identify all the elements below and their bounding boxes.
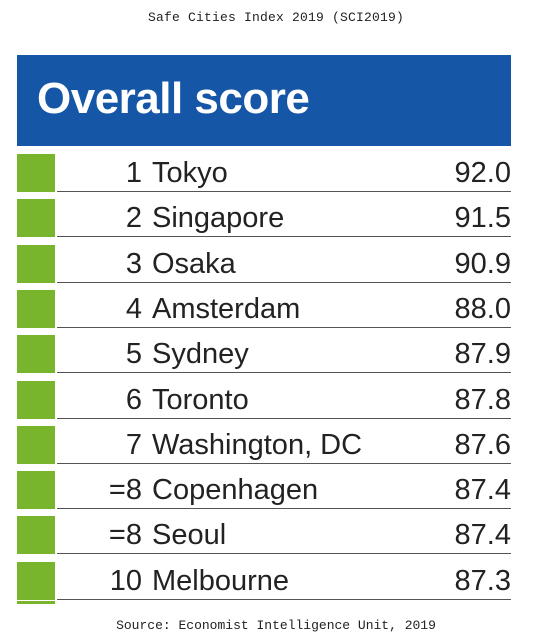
row-score: 87.3: [454, 564, 511, 597]
table-row: 4 Amsterdam 88.0: [0, 284, 552, 329]
row-rank: 1: [125, 157, 142, 189]
table-row: 7 Washington, DC 87.6: [0, 420, 552, 465]
row-swatch-stub: [17, 601, 55, 604]
table-row: 1 Tokyo 92.0: [0, 148, 552, 193]
row-rank: 5: [125, 338, 142, 371]
row-score: 87.4: [454, 519, 511, 552]
row-swatch: [17, 471, 55, 510]
table-row: 3 Osaka 90.9: [0, 239, 552, 284]
row-score: 92.0: [454, 157, 511, 189]
row-city: Osaka: [152, 247, 236, 280]
table-row: 5 Sydney 87.9: [0, 329, 552, 374]
row-score: 87.4: [454, 474, 511, 507]
row-city: Toronto: [152, 383, 249, 416]
row-rank: 4: [125, 292, 142, 325]
row-score: 87.9: [454, 338, 511, 371]
row-divider: [57, 598, 511, 600]
table-row: 6 Toronto 87.8: [0, 375, 552, 420]
row-swatch: [17, 335, 55, 374]
row-divider: [57, 462, 511, 464]
row-rank: =8: [108, 519, 142, 552]
row-city: Seoul: [152, 519, 227, 552]
row-score: 91.5: [454, 202, 511, 235]
row-rank: 2: [125, 202, 142, 235]
row-divider: [57, 326, 511, 328]
row-score: 88.0: [454, 292, 511, 325]
chart-header: Overall score: [17, 55, 511, 146]
row-score: 87.6: [454, 428, 511, 461]
row-city: Amsterdam: [152, 292, 301, 325]
row-city: Copenhagen: [152, 474, 319, 507]
row-city: Tokyo: [152, 157, 228, 189]
row-city: Singapore: [152, 202, 285, 235]
table-row: 2 Singapore 91.5: [0, 193, 552, 238]
row-swatch: [17, 289, 55, 328]
row-city: Sydney: [152, 338, 249, 371]
row-swatch: [17, 244, 55, 283]
row-divider: [57, 236, 511, 238]
row-score: 87.8: [454, 383, 511, 416]
row-swatch: [17, 199, 55, 238]
row-divider: [57, 417, 511, 419]
row-city: Washington, DC: [152, 428, 363, 461]
row-score: 90.9: [454, 247, 511, 280]
row-swatch: [17, 380, 55, 419]
row-city: Melbourne: [152, 564, 290, 597]
source-note: Source: Economist Intelligence Unit, 201…: [116, 618, 436, 633]
table-row: =8 Copenhagen 87.4: [0, 465, 552, 510]
row-rank: 6: [125, 383, 142, 416]
row-rank: 3: [125, 247, 142, 280]
row-rank: 7: [125, 428, 142, 461]
row-rank: 10: [109, 564, 142, 597]
table-row: =8 Seoul 87.4: [0, 510, 552, 555]
row-divider: [57, 281, 511, 283]
row-divider: [57, 553, 511, 555]
row-rank: =8: [108, 474, 142, 507]
row-swatch: [17, 516, 55, 555]
row-divider: [57, 191, 511, 192]
page-title: Safe Cities Index 2019 (SCI2019): [147, 10, 405, 25]
row-swatch: [17, 154, 55, 192]
row-swatch: [17, 561, 55, 600]
chart-title: Overall score: [37, 74, 310, 123]
table-row: 10 Melbourne 87.3: [0, 556, 552, 601]
row-divider: [57, 372, 511, 374]
row-divider: [57, 508, 511, 510]
row-swatch: [17, 425, 55, 464]
